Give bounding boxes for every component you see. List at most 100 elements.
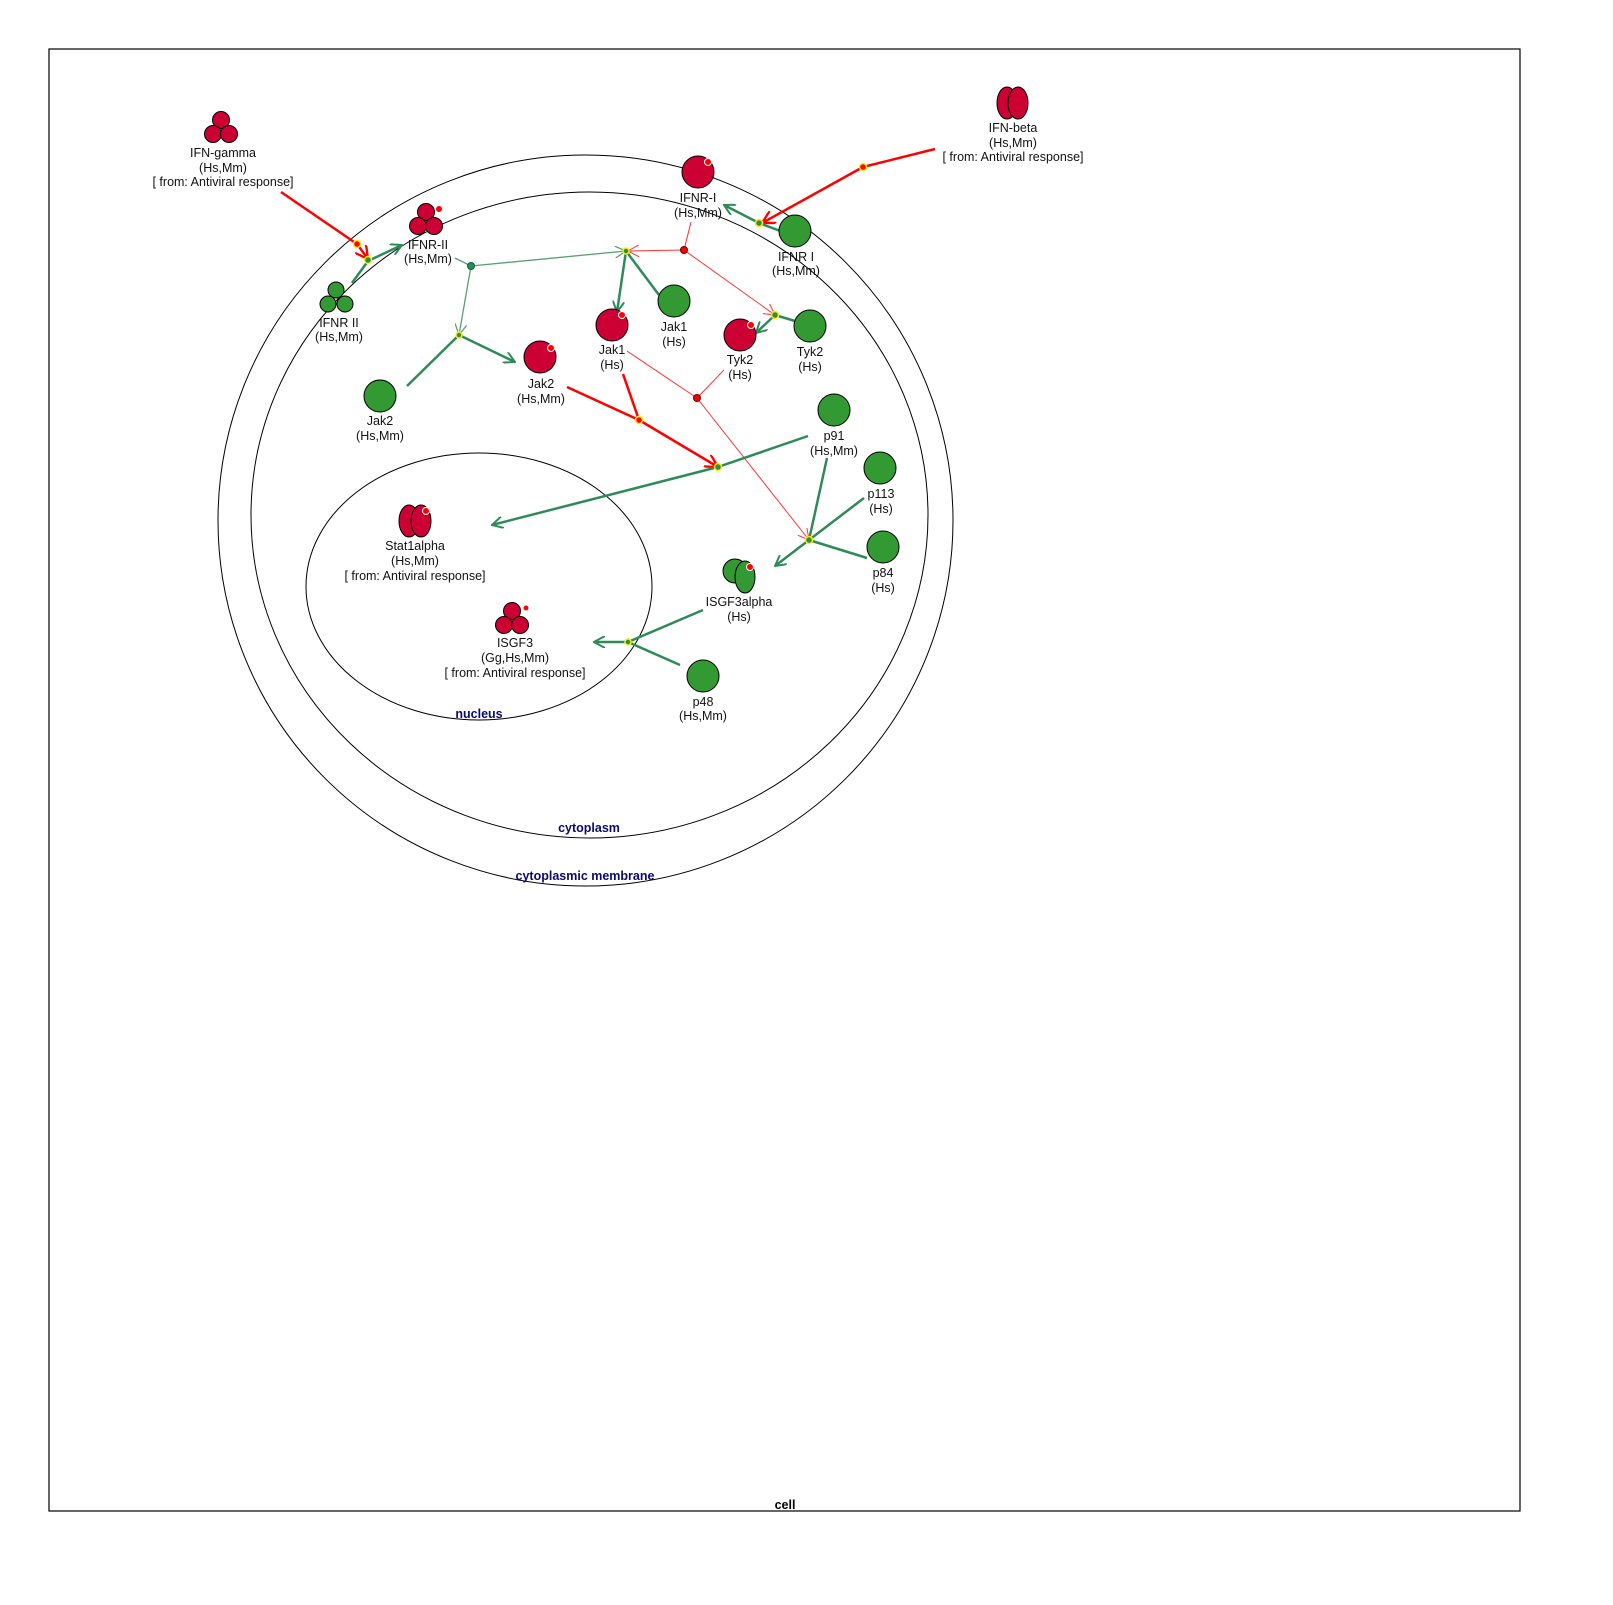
node-isgf3alpha[interactable]: ISGF3alpha (Hs) [706, 558, 773, 624]
node-label: p48 [693, 695, 714, 709]
node-p113[interactable]: p113 (Hs) [863, 451, 897, 516]
edge-p84-to-isgf3alpha [808, 538, 868, 560]
edge-jak1-input [625, 250, 660, 296]
node-label: ISGF3 [497, 636, 533, 650]
node-ifn-beta[interactable]: IFN-beta (Hs,Mm) [ from: Antiviral respo… [942, 86, 1084, 164]
edge-jak1-activation [617, 250, 628, 312]
node-label: (Hs,Mm) [315, 330, 363, 344]
phosphorylation-icon [618, 311, 626, 319]
edge-tyk2-to-junction [696, 369, 725, 399]
node-jak1[interactable]: Jak1 (Hs) [657, 284, 691, 349]
edge-jak2-to-stat [566, 385, 640, 422]
node-label: (Hs) [728, 368, 752, 382]
nucleus-label: nucleus [455, 707, 502, 721]
node-label: (Hs,Mm) [391, 554, 439, 568]
edge-to-isgf3alpha-formation [696, 397, 809, 540]
node-label: IFN-gamma [190, 146, 256, 160]
edge-stat-activation [638, 418, 718, 467]
node-label: Tyk2 [797, 345, 823, 359]
junction-dot [754, 218, 764, 228]
node-label: ISGF3alpha [706, 595, 773, 609]
node-label: (Hs,Mm) [404, 252, 452, 266]
node-jak2-active[interactable]: Jak2 (Hs,Mm) [517, 340, 565, 406]
node-jak1-active[interactable]: Jak1 (Hs) [595, 308, 629, 372]
node-p48[interactable]: p48 (Hs,Mm) [679, 659, 727, 723]
node-ifnr-i[interactable]: IFNR I (Hs,Mm) [772, 214, 820, 278]
edge-p91-to-stat1alpha [717, 434, 809, 469]
phosphorylation-icon [435, 205, 443, 213]
edge-ifnr-ii-to-jak1 [470, 251, 626, 267]
edges [280, 147, 936, 667]
node-stat1alpha[interactable]: Stat1alpha (Hs,Mm) [ from: Antiviral res… [344, 504, 486, 583]
node-label: (Hs,Mm) [674, 206, 722, 220]
junction-dot [693, 394, 701, 402]
node-ifnr-ii[interactable]: IFNR II (Hs,Mm) [315, 281, 363, 344]
edge-ifn-beta [862, 147, 936, 169]
edge-ifnr-ii [350, 260, 370, 284]
edge-jak2-input [406, 334, 460, 387]
junction-dot [770, 310, 780, 320]
membrane-label: cytoplasmic membrane [516, 869, 655, 883]
phosphorylation-icon [422, 507, 430, 515]
node-ifnr-i-active[interactable]: IFNR-I (Hs,Mm) [674, 155, 722, 220]
node-label: (Hs) [869, 502, 893, 516]
edge-ifnr-i-to-tyk2 [683, 249, 775, 315]
junction-dot [680, 246, 688, 254]
node-label: (Hs) [600, 358, 624, 372]
edge-ifnr-i-to-jak1 [628, 250, 685, 251]
edge-jak1-to-junction [626, 350, 698, 399]
node-label: [ from: Antiviral response] [942, 150, 1083, 164]
junction-dot [713, 462, 723, 472]
node-label: Stat1alpha [385, 539, 445, 553]
node-jak2[interactable]: Jak2 (Hs,Mm) [356, 379, 404, 443]
junction-dot [352, 239, 362, 249]
node-tyk2[interactable]: Tyk2 (Hs) [793, 309, 827, 374]
edge-stat1alpha-arrow [492, 465, 719, 525]
edge-p91-to-isgf3alpha [807, 457, 829, 541]
node-ifn-gamma[interactable]: IFN-gamma (Hs,Mm) [ from: Antiviral resp… [152, 111, 294, 190]
node-label: (Hs,Mm) [679, 709, 727, 723]
node-label: Jak1 [661, 320, 687, 334]
phosphorylation-icon [704, 158, 712, 166]
junction-dot [634, 415, 644, 425]
node-label: IFNR-II [408, 238, 448, 252]
node-tyk2-active[interactable]: Tyk2 (Hs) [723, 318, 757, 382]
edge-ifn-gamma [280, 190, 358, 246]
node-label: IFN-beta [989, 121, 1038, 135]
node-p91[interactable]: p91 (Hs,Mm) [810, 393, 858, 458]
node-label: Jak2 [367, 414, 393, 428]
node-isgf3[interactable]: ISGF3 (Gg,Hs,Mm) [ from: Antiviral respo… [444, 602, 586, 681]
cytoplasm-compartment [250, 191, 929, 839]
node-label: (Hs) [871, 581, 895, 595]
node-label: Jak1 [599, 343, 625, 357]
phosphorylation-icon [522, 604, 530, 612]
membrane-compartment [217, 154, 954, 887]
phosphorylation-icon [747, 321, 755, 329]
node-label: (Hs) [727, 610, 751, 624]
edge-isgf3alpha-to-isgf3 [627, 608, 704, 644]
edge-p113-to-isgf3alpha [808, 497, 865, 541]
node-label: IFNR-I [680, 191, 717, 205]
node-label: (Hs,Mm) [810, 444, 858, 458]
node-label: Jak2 [528, 377, 554, 391]
node-label: p84 [873, 566, 894, 580]
edge-ifnr-i-arrow [724, 205, 760, 225]
junction-dot [455, 331, 463, 339]
edge-isgf3alpha-arrow [775, 539, 810, 566]
node-label: (Hs) [798, 360, 822, 374]
junction-dot [804, 535, 814, 545]
cell-label: cell [775, 1498, 796, 1512]
node-p84[interactable]: p84 (Hs) [866, 530, 900, 595]
node-label: (Hs,Mm) [199, 161, 247, 175]
edge-jak2-activation [458, 333, 515, 362]
node-label: Tyk2 [727, 353, 753, 367]
node-ifnr-ii-active[interactable]: IFNR-II (Hs,Mm) [404, 203, 452, 267]
node-label: IFNR II [319, 316, 359, 330]
node-label: (Hs,Mm) [356, 429, 404, 443]
phosphorylation-icon [547, 344, 555, 352]
cell-compartment [48, 48, 1521, 1512]
node-label: (Gg,Hs,Mm) [481, 651, 549, 665]
edge-ifnr-ii-to-jak2 [459, 265, 472, 335]
edge-jak1-to-stat [621, 373, 641, 421]
